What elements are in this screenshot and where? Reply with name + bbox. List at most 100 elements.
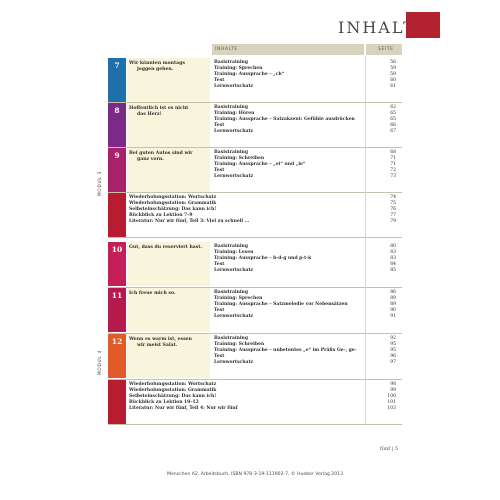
content-line: Test [214, 78, 225, 83]
content-line: Rückblick zu Lektion 10–12 [129, 400, 199, 405]
lesson-number: 7 [114, 61, 120, 70]
row-divider [108, 379, 402, 380]
content-line: Basistraining [214, 60, 248, 65]
lesson-title-line: Gut, dass du reserviert hast. [129, 245, 203, 250]
module-divider [108, 237, 402, 238]
content-line: Training: Lesen [214, 250, 254, 255]
page-number: 62 [390, 105, 396, 110]
content-line: Test [214, 354, 225, 359]
content-line: Lernwortschatz [214, 84, 254, 89]
page-number: 71 [390, 156, 396, 161]
lesson-pages: 62 65 65 66 67 [366, 105, 396, 135]
content-line: Training: Sprechen [214, 296, 263, 301]
column-header-seite: SEITE [378, 47, 394, 52]
content-line: Lernwortschatz [214, 360, 254, 365]
page-number: 79 [390, 219, 396, 224]
review-pages: 98 99 100 101 103 [366, 382, 396, 412]
lesson-topic-cell [127, 103, 210, 147]
lesson-topic-cell [127, 288, 210, 332]
content-line: Training: Sprechen [214, 66, 263, 71]
lesson-topic-cell [127, 148, 210, 192]
lesson-title-line: Bei guten Autos sind wir [129, 151, 193, 156]
content-line: Basistraining [214, 150, 248, 155]
copyright-line: Menschen A2, Arbeitsbuch, ISBN 978-3-19-… [166, 472, 343, 477]
page-number: 76 [390, 207, 396, 212]
content-line: Training: Aussprache – unbetontes „e“ im… [214, 348, 357, 353]
content-line: Test [214, 308, 225, 313]
content-line: Lernwortschatz [214, 314, 254, 319]
content-line: Training: Schreiben [214, 342, 265, 347]
lesson-topic-cell [127, 242, 210, 286]
page-number: 77 [390, 213, 396, 218]
content-line: Training: Aussprache – b-d-g und p-t-k [214, 256, 312, 261]
lesson-contents: Basistraining Training: Schreiben Traini… [214, 336, 366, 366]
content-line: Basistraining [214, 336, 248, 341]
lesson-number: 8 [114, 106, 120, 115]
column-separator [365, 56, 366, 424]
row-divider [108, 287, 402, 288]
lesson-number: 12 [111, 337, 123, 346]
page-number: 95 [390, 342, 396, 347]
lesson-number-cell: 9 [108, 148, 126, 192]
page-number: 59 [390, 72, 396, 77]
lesson-title-line: wir meist Salat. [137, 343, 178, 348]
lesson-number-cell: 12 [108, 334, 126, 378]
content-line: Basistraining [214, 105, 248, 110]
content-line: Lernwortschatz [214, 129, 254, 134]
page-number: 61 [390, 84, 396, 89]
content-line: Test [214, 262, 225, 267]
lesson-title: Gut, dass du reserviert hast. [129, 245, 209, 251]
lesson-number-cell: 7 [108, 58, 126, 102]
page-number: 65 [390, 111, 396, 116]
lesson-pages: 92 95 95 96 97 [366, 336, 396, 366]
column-header-inhalte: INHALTE [215, 47, 238, 52]
lesson-contents: Basistraining Training: Hören Training: … [214, 105, 364, 135]
page-number: 92 [390, 336, 396, 341]
page-number: 75 [390, 201, 396, 206]
content-line: Literatur: Nur wir fünf, Teil 3: Viel zu… [129, 219, 250, 224]
title-accent-block [406, 12, 440, 38]
lesson-title: Ich freue mich so. [129, 291, 209, 297]
page-number: 97 [390, 360, 396, 365]
page-number: 95 [390, 348, 396, 353]
lesson-title: Hoffentlich ist es nicht das Herz! [129, 106, 209, 118]
page-number: 80 [390, 244, 396, 249]
row-divider [108, 333, 402, 334]
content-line: Training: Aussprache – „ei“ und „ie“ [214, 162, 306, 167]
lesson-contents: Basistraining Training: Lesen Training: … [214, 244, 364, 274]
module-divider [108, 424, 402, 425]
page-number: 89 [390, 302, 396, 307]
lesson-topic-cell [127, 334, 210, 378]
content-line: Selbsteinschätzung: Das kann ich! [129, 207, 217, 212]
page-number: 59 [390, 66, 396, 71]
content-line: Literatur: Nur wir fünf, Teil 4: Nur wir… [129, 406, 238, 411]
lesson-title-line: Hoffentlich ist es nicht [129, 106, 189, 111]
content-line: Training: Aussprache – Satzakzent: Gefüh… [214, 117, 355, 122]
lesson-title-line: Wenn es warm ist, essen [129, 337, 192, 342]
page-number: 60 [390, 78, 396, 83]
page-number: 103 [387, 406, 396, 411]
lesson-number: 10 [111, 245, 123, 254]
modul-label: MODUL 3 [97, 170, 102, 196]
lesson-contents: Basistraining Training: Sprechen Trainin… [214, 290, 364, 320]
content-line: Wiederholungsstation: Wortschatz [129, 382, 217, 387]
content-line: Test [214, 168, 225, 173]
lesson-number: 11 [111, 291, 123, 300]
page-number: 67 [390, 129, 396, 134]
page-number: 98 [390, 382, 396, 387]
column-header-bar-inhalte [212, 44, 364, 55]
lesson-title: Wir könnten montags joggen gehen. [129, 61, 209, 73]
page-number: 66 [390, 123, 396, 128]
page-number: 74 [390, 195, 396, 200]
page-number-footer: fünf | 5 [380, 446, 399, 452]
content-line: Test [214, 123, 225, 128]
content-line: Training: Schreiben [214, 156, 265, 161]
page-number: 90 [390, 308, 396, 313]
column-header-bar-seite [366, 44, 402, 55]
page-number: 71 [390, 162, 396, 167]
lesson-title-line: joggen gehen. [137, 67, 174, 72]
page-number: 91 [390, 314, 396, 319]
review-pages: 74 75 76 77 79 [366, 195, 396, 225]
page-number: 56 [390, 60, 396, 65]
lesson-title: Wenn es warm ist, essen wir meist Salat. [129, 337, 209, 349]
